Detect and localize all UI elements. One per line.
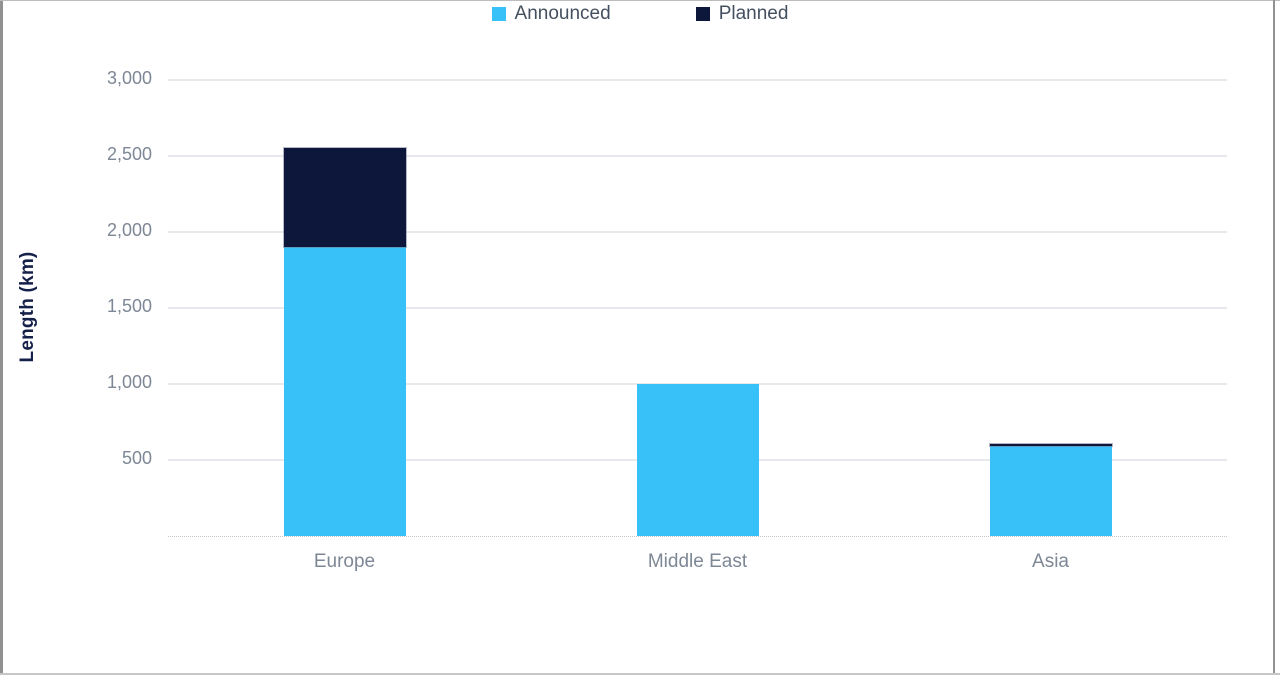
- bar-middle-east-announced: [636, 384, 759, 536]
- legend-item-announced: Announced: [491, 3, 611, 25]
- chart-legend: Announced Planned: [0, 3, 1280, 25]
- frame-border-left: [0, 0, 3, 675]
- gridline-3000: [168, 79, 1227, 81]
- x-tick-label-middle-east: Middle East: [647, 551, 748, 572]
- gridline-2000: [168, 231, 1227, 233]
- y-tick-label-500: 500: [121, 448, 152, 468]
- y-tick-label-1500: 1,500: [106, 296, 152, 316]
- legend-swatch-announced-icon: [491, 7, 506, 21]
- legend-item-planned: Planned: [695, 3, 789, 25]
- frame-border-right: [1273, 0, 1275, 675]
- bar-asia-planned: [989, 444, 1112, 447]
- y-tick-label-2000: 2,000: [106, 220, 152, 240]
- gridline-1500: [168, 307, 1227, 309]
- x-tick-label-europe: Europe: [313, 551, 376, 572]
- y-tick-label-3000: 3,000: [106, 68, 152, 88]
- gridline-2500: [168, 155, 1227, 157]
- bar-europe-planned: [283, 148, 406, 248]
- x-tick-label-asia: Asia: [1032, 551, 1069, 572]
- bar-asia-announced: [989, 446, 1112, 536]
- frame-border-bottom: [0, 673, 1280, 675]
- legend-label-announced: Announced: [514, 3, 611, 24]
- legend-swatch-planned-icon: [695, 7, 710, 21]
- y-tick-label-1000: 1,000: [106, 372, 152, 392]
- y-axis-title: Length (km): [17, 251, 38, 363]
- bar-europe-announced: [283, 247, 406, 536]
- frame-border-top: [0, 0, 1280, 1]
- y-tick-label-2500: 2,500: [106, 144, 152, 164]
- legend-label-planned: Planned: [718, 3, 789, 24]
- x-axis-line: [168, 536, 1227, 537]
